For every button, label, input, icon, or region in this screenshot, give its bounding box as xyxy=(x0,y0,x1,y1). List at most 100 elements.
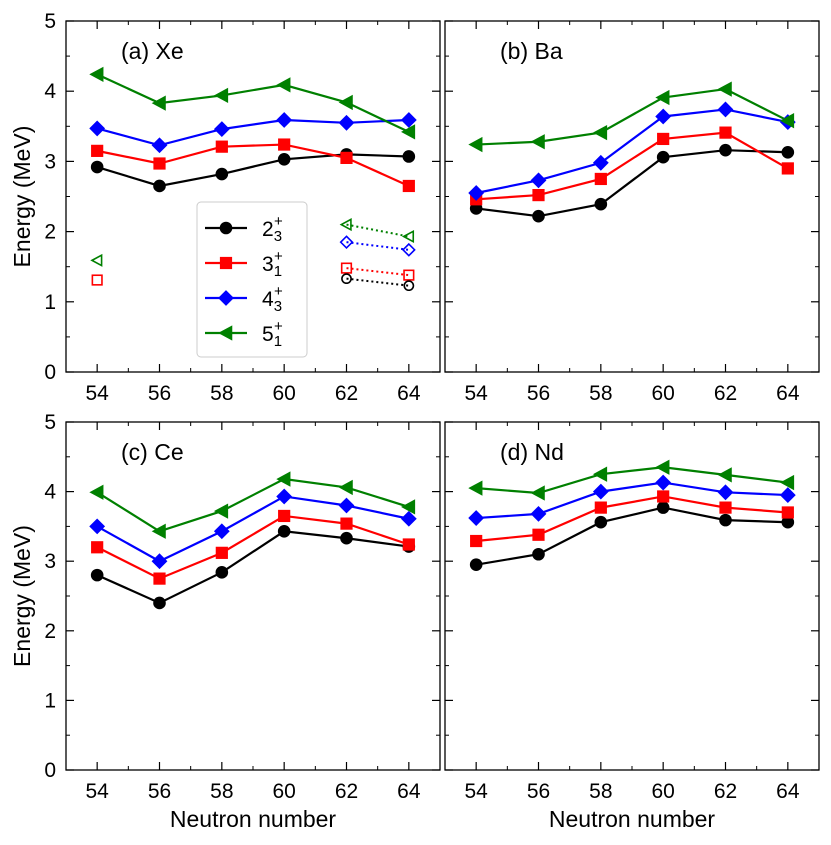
legend-label: 31+ xyxy=(262,248,283,280)
data-point-4_3+ xyxy=(400,112,417,128)
data-point-4_3+ xyxy=(468,185,485,201)
exp-point-5_1+ exp xyxy=(401,229,415,244)
legend-box xyxy=(196,201,308,358)
y-tick-label: 0 xyxy=(44,759,56,782)
x-tick-label: 62 xyxy=(335,382,358,405)
data-point-3_1+ xyxy=(91,541,104,554)
data-point-3_1+ xyxy=(215,546,228,559)
exp-line-2_3+ exp xyxy=(346,277,409,287)
series-line-4_3+ xyxy=(96,118,409,147)
data-point-4_3+ xyxy=(151,553,168,570)
x-tick-label: 60 xyxy=(272,780,295,803)
series-line-3_1+ xyxy=(476,495,788,543)
x-tick-label: 60 xyxy=(651,382,674,405)
x-tick-label: 60 xyxy=(272,382,295,405)
y-axis-title: Energy (MeV) xyxy=(9,126,35,268)
data-point-2_3+ xyxy=(215,167,229,181)
y-axis-title: Energy (MeV) xyxy=(9,525,35,667)
exp-line-5_1+ exp xyxy=(346,223,410,238)
data-point-2_3+ xyxy=(469,558,483,571)
exp-point-3_1+ exp xyxy=(91,274,103,286)
x-tick-label: 58 xyxy=(589,780,612,803)
series-line-2_3+ xyxy=(96,530,409,605)
y-tick-label: 1 xyxy=(44,689,56,712)
data-point-5_1+ xyxy=(592,124,608,141)
data-point-2_3+ xyxy=(277,152,291,166)
panel-label: (c) Ce xyxy=(121,439,184,465)
panel-2: 54 56 58 60 62 64 (b) Ba xyxy=(444,20,820,405)
data-point-4_3+ xyxy=(592,154,609,171)
data-point-4_3+ xyxy=(717,101,734,118)
data-point-4_3+ xyxy=(213,121,230,138)
legend-marker xyxy=(219,256,233,270)
series-line-3_1+ xyxy=(96,143,410,187)
x-tick-label: 64 xyxy=(397,780,421,803)
data-point-4_3+ xyxy=(717,484,734,501)
exp-point-5_1+ exp xyxy=(339,218,352,232)
data-point-3_1+ xyxy=(781,162,794,175)
data-point-3_1+ xyxy=(278,138,291,151)
y-tick-label: 3 xyxy=(44,150,56,173)
data-point-5_1+ xyxy=(717,467,732,483)
data-point-5_1+ xyxy=(717,81,732,97)
exp-line-3_1+ exp xyxy=(346,267,409,277)
legend-label: 51+ xyxy=(262,318,283,350)
data-point-2_3+ xyxy=(215,566,229,579)
series-line-4_3+ xyxy=(476,481,788,520)
data-point-5_1+ xyxy=(151,523,166,539)
data-point-5_1+ xyxy=(779,113,795,129)
data-point-4_3+ xyxy=(655,108,672,125)
exp-point-2_3+ exp xyxy=(341,273,352,285)
data-point-4_3+ xyxy=(151,137,168,154)
x-axis-title: Neutron number xyxy=(170,806,337,832)
data-point-3_1+ xyxy=(278,509,291,523)
x-tick-label: 58 xyxy=(210,382,233,405)
series-line-5_1+ xyxy=(476,87,789,146)
data-point-3_1+ xyxy=(594,501,607,514)
series-line-2_3+ xyxy=(476,149,788,218)
plot-frame xyxy=(65,421,441,771)
series-line-5_1+ xyxy=(476,466,788,495)
x-tick-label: 56 xyxy=(148,780,171,803)
data-point-5_1+ xyxy=(276,77,291,93)
plot-frame xyxy=(444,20,820,373)
x-tick-label: 54 xyxy=(85,382,109,405)
legend-label: 43+ xyxy=(262,283,283,315)
data-point-5_1+ xyxy=(151,95,166,111)
data-point-4_3+ xyxy=(530,505,547,522)
data-point-2_3+ xyxy=(153,179,166,193)
legend-marker xyxy=(219,221,233,235)
x-tick-label: 58 xyxy=(210,780,233,803)
data-point-3_1+ xyxy=(470,534,483,548)
data-point-5_1+ xyxy=(400,124,416,140)
data-point-4_3+ xyxy=(89,120,106,137)
x-tick-label: 56 xyxy=(527,382,550,405)
data-point-4_3+ xyxy=(276,112,293,128)
data-point-5_1+ xyxy=(779,474,795,491)
data-point-5_1+ xyxy=(655,89,670,106)
data-point-4_3+ xyxy=(400,510,417,527)
data-point-2_3+ xyxy=(402,150,416,163)
data-point-5_1+ xyxy=(276,471,291,487)
data-point-5_1+ xyxy=(338,94,353,111)
exp-point-3_1+ exp xyxy=(340,262,353,274)
x-tick-label: 54 xyxy=(85,780,109,803)
data-point-2_3+ xyxy=(719,513,732,527)
x-tick-label: 56 xyxy=(527,780,550,803)
y-tick-label: 2 xyxy=(44,620,56,643)
data-point-4_3+ xyxy=(338,497,355,514)
legend-marker xyxy=(218,290,234,306)
x-tick-label: 54 xyxy=(464,382,488,405)
data-point-2_3+ xyxy=(656,150,670,164)
data-point-3_1+ xyxy=(153,572,166,585)
data-point-2_3+ xyxy=(594,515,608,529)
y-tick-label: 1 xyxy=(44,291,56,314)
data-point-3_1+ xyxy=(402,538,415,551)
y-tick-label: 4 xyxy=(44,481,56,504)
data-point-4_3+ xyxy=(592,483,609,500)
data-point-5_1+ xyxy=(530,485,545,501)
data-point-5_1+ xyxy=(89,484,104,500)
exp-point-4_3+ exp xyxy=(339,235,354,250)
x-tick-label: 62 xyxy=(335,780,358,803)
data-point-2_3+ xyxy=(532,547,545,561)
